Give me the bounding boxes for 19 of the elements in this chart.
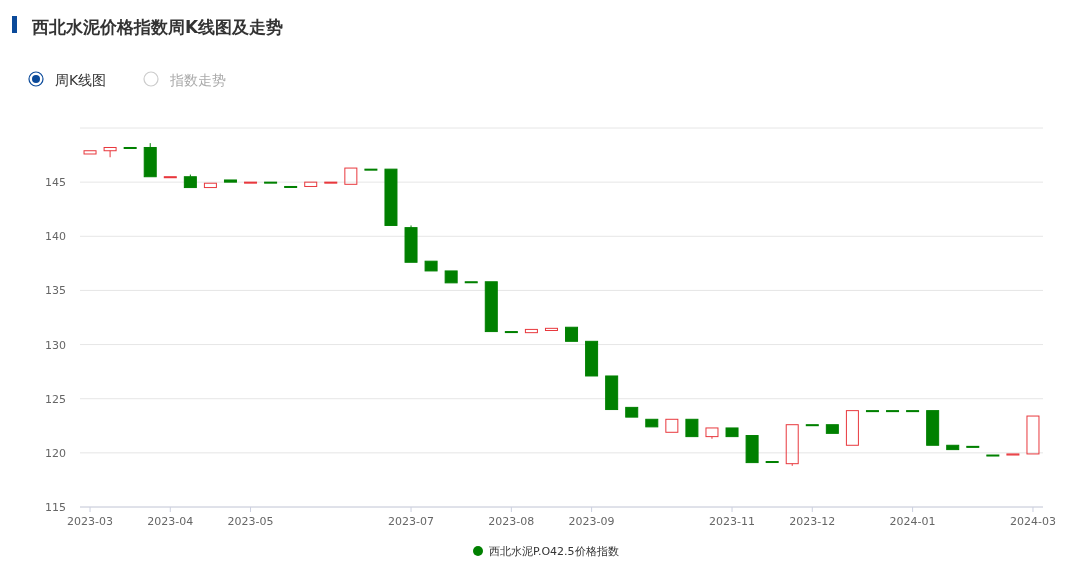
x-tick-label: 2023-05 [227,515,274,528]
chart-title: 西北水泥价格指数周K线图及走势 [31,17,284,37]
x-tick-label: 2023-08 [488,515,535,528]
y-tick-label: 120 [45,446,66,460]
x-tick-label: 2023-12 [789,515,836,528]
x-tick-label: 2023-11 [709,515,756,528]
y-tick-label: 125 [45,392,66,406]
y-tick-label: 140 [45,230,66,244]
y-tick-label: 135 [45,284,66,298]
x-tick-label: 2023-07 [388,515,435,528]
legend: 西北水泥P.O42.5价格指数 [473,545,619,558]
x-tick-label: 2023-09 [568,515,615,528]
x-tick-label: 2024-01 [889,515,936,528]
y-tick-label: 115 [45,501,66,514]
y-tick-label: 130 [45,338,66,352]
x-tick-label: 2023-03 [67,515,114,528]
y-tick-label: 145 [45,176,66,190]
x-tick-label: 2024-03 [1009,515,1056,528]
x-tick-label: 2023-04 [147,515,194,528]
